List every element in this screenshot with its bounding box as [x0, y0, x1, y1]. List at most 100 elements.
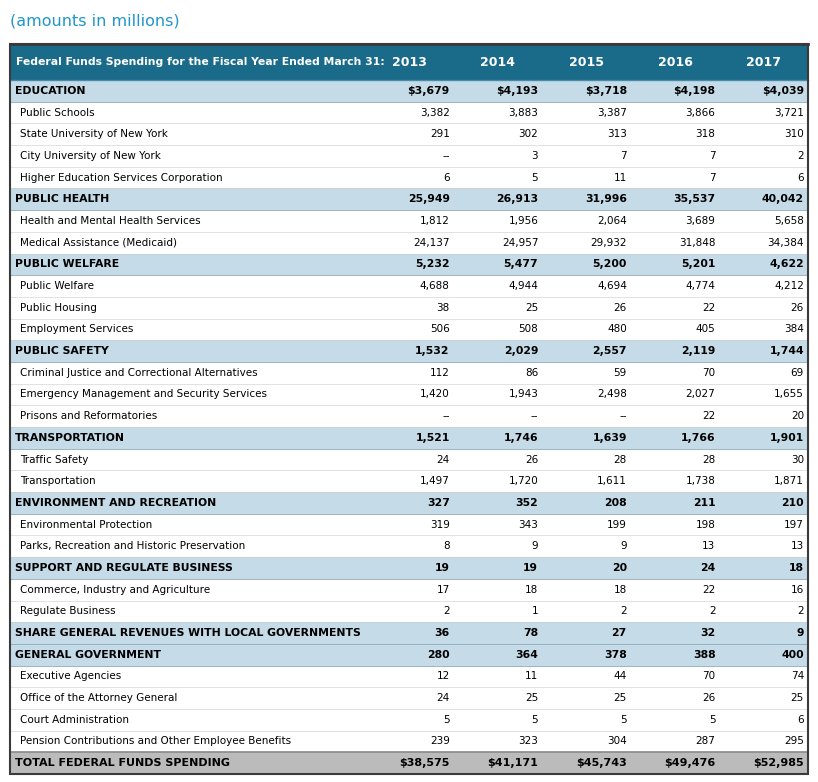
Bar: [10, 579, 808, 601]
Text: 13: 13: [791, 541, 804, 551]
Text: 2017: 2017: [746, 56, 781, 69]
Text: 5,658: 5,658: [774, 216, 804, 226]
Text: 2: 2: [798, 606, 804, 616]
Text: 5,200: 5,200: [592, 260, 627, 269]
Text: Emergency Management and Security Services: Emergency Management and Security Servic…: [20, 389, 267, 400]
Bar: [10, 253, 808, 275]
Bar: [10, 362, 808, 384]
Text: 18: 18: [525, 585, 538, 594]
Text: 24: 24: [437, 693, 450, 703]
Text: State University of New York: State University of New York: [20, 129, 168, 139]
Bar: [10, 557, 808, 579]
Text: 3,721: 3,721: [774, 108, 804, 117]
Text: Transportation: Transportation: [20, 476, 96, 486]
Bar: [10, 384, 808, 405]
Text: 70: 70: [703, 672, 716, 681]
Text: 384: 384: [784, 325, 804, 335]
Text: 24,957: 24,957: [501, 238, 538, 248]
Text: 17: 17: [437, 585, 450, 594]
Text: 208: 208: [605, 498, 627, 508]
Text: 24,137: 24,137: [413, 238, 450, 248]
Bar: [10, 44, 808, 80]
Bar: [10, 405, 808, 427]
Text: 211: 211: [693, 498, 716, 508]
Text: 2,029: 2,029: [504, 346, 538, 356]
Bar: [10, 752, 808, 774]
Text: 40,042: 40,042: [762, 194, 804, 204]
Text: Public Schools: Public Schools: [20, 108, 95, 117]
Text: 13: 13: [702, 541, 716, 551]
Text: 28: 28: [614, 454, 627, 465]
Text: 19: 19: [434, 563, 450, 573]
Text: Employment Services: Employment Services: [20, 325, 133, 335]
Text: 20: 20: [791, 411, 804, 421]
Text: 506: 506: [430, 325, 450, 335]
Bar: [10, 427, 808, 449]
Bar: [10, 340, 808, 362]
Text: 310: 310: [784, 129, 804, 139]
Text: 5: 5: [620, 715, 627, 725]
Text: Public Welfare: Public Welfare: [20, 281, 94, 291]
Text: 1,497: 1,497: [420, 476, 450, 486]
Text: 59: 59: [614, 368, 627, 378]
Text: 22: 22: [702, 303, 716, 313]
Text: 3,689: 3,689: [685, 216, 716, 226]
Text: 4,212: 4,212: [774, 281, 804, 291]
Text: 24: 24: [700, 563, 716, 573]
Text: Pension Contributions and Other Employee Benefits: Pension Contributions and Other Employee…: [20, 737, 291, 747]
Text: 4,688: 4,688: [420, 281, 450, 291]
Text: 25: 25: [791, 693, 804, 703]
Text: 5: 5: [532, 173, 538, 182]
Text: 1,738: 1,738: [685, 476, 716, 486]
Text: 2,064: 2,064: [597, 216, 627, 226]
Bar: [10, 167, 808, 188]
Bar: [10, 687, 808, 709]
Text: 3,387: 3,387: [597, 108, 627, 117]
Text: $49,476: $49,476: [664, 759, 716, 768]
Text: $4,198: $4,198: [673, 86, 716, 96]
Text: 2,027: 2,027: [685, 389, 716, 400]
Text: 1,655: 1,655: [774, 389, 804, 400]
Text: Criminal Justice and Correctional Alternatives: Criminal Justice and Correctional Altern…: [20, 368, 258, 378]
Text: $4,193: $4,193: [497, 86, 538, 96]
Text: 7: 7: [620, 151, 627, 161]
Text: 18: 18: [789, 563, 804, 573]
Text: Public Housing: Public Housing: [20, 303, 97, 313]
Bar: [10, 124, 808, 145]
Text: Court Administration: Court Administration: [20, 715, 129, 725]
Text: 2,557: 2,557: [592, 346, 627, 356]
Text: 295: 295: [784, 737, 804, 747]
Bar: [10, 665, 808, 687]
Text: 78: 78: [524, 628, 538, 638]
Text: 1,420: 1,420: [420, 389, 450, 400]
Text: 323: 323: [519, 737, 538, 747]
Text: 1: 1: [532, 606, 538, 616]
Text: 2: 2: [443, 606, 450, 616]
Text: 2: 2: [620, 606, 627, 616]
Text: $52,985: $52,985: [753, 759, 804, 768]
Text: $3,679: $3,679: [407, 86, 450, 96]
Text: 20: 20: [612, 563, 627, 573]
Text: 28: 28: [702, 454, 716, 465]
Text: 25,949: 25,949: [407, 194, 450, 204]
Text: 304: 304: [607, 737, 627, 747]
Text: 32: 32: [700, 628, 716, 638]
Text: 4,774: 4,774: [685, 281, 716, 291]
Text: 29,932: 29,932: [591, 238, 627, 248]
Text: 5: 5: [708, 715, 716, 725]
Text: 1,521: 1,521: [416, 433, 450, 443]
Text: 16: 16: [791, 585, 804, 594]
Text: 508: 508: [519, 325, 538, 335]
Text: --: --: [443, 411, 450, 421]
Text: $4,039: $4,039: [762, 86, 804, 96]
Text: 1,766: 1,766: [681, 433, 716, 443]
Text: 197: 197: [784, 519, 804, 529]
Text: 378: 378: [605, 650, 627, 660]
Text: 6: 6: [798, 715, 804, 725]
Text: PUBLIC WELFARE: PUBLIC WELFARE: [15, 260, 119, 269]
Text: 31,848: 31,848: [679, 238, 716, 248]
Text: 34,384: 34,384: [767, 238, 804, 248]
Text: $41,171: $41,171: [488, 759, 538, 768]
Text: 1,532: 1,532: [416, 346, 450, 356]
Text: --: --: [443, 151, 450, 161]
